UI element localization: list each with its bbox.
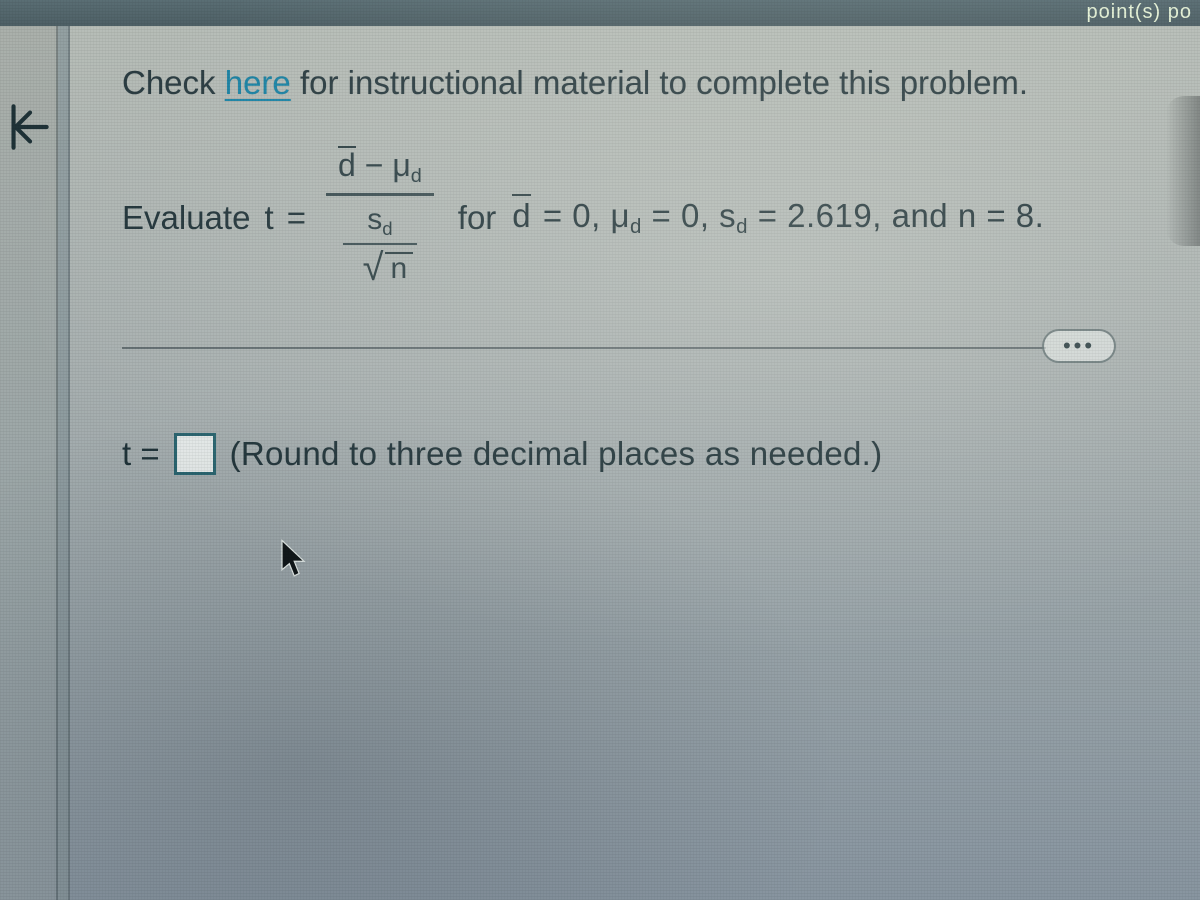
instruction-suffix: for instructional material to complete t… bbox=[291, 64, 1028, 101]
points-banner: point(s) po bbox=[0, 0, 1200, 26]
separator-row: ••• bbox=[122, 347, 1156, 349]
for-label: for bbox=[458, 199, 497, 237]
fraction-numerator: d − μd bbox=[326, 147, 434, 189]
separator-line bbox=[122, 347, 1046, 349]
ellipsis-icon: ••• bbox=[1063, 333, 1095, 359]
sqrt-icon: √ bbox=[363, 249, 384, 287]
n-value: 8 bbox=[1016, 197, 1035, 234]
big-fraction: d − μd sd √ n bbox=[326, 147, 434, 288]
given-values: d = 0, μd = 0, sd = 2.619, and n = 8. bbox=[512, 197, 1044, 239]
d-bar-inline: d bbox=[512, 197, 531, 235]
more-options-button[interactable]: ••• bbox=[1042, 329, 1116, 363]
mud-value: 0 bbox=[681, 197, 700, 234]
d-bar-inline-letter: d bbox=[512, 197, 531, 234]
dbar-value: 0 bbox=[572, 197, 591, 234]
inner-fraction: sd √ n bbox=[343, 205, 418, 287]
instruction-here-link[interactable]: here bbox=[225, 64, 291, 101]
d-bar-symbol: d bbox=[338, 149, 356, 181]
instruction-prefix: Check bbox=[122, 64, 225, 101]
evaluate-label: Evaluate bbox=[122, 199, 250, 237]
s-letter: s bbox=[367, 203, 382, 236]
mu-subscript: d bbox=[411, 165, 422, 187]
problem-panel: Check here for instructional material to… bbox=[70, 26, 1200, 900]
sqrt-n-letter: n bbox=[385, 252, 414, 284]
sd-value: 2.619 bbox=[787, 197, 872, 234]
s-d-symbol: sd bbox=[361, 205, 398, 239]
collapse-back-button[interactable] bbox=[0, 92, 68, 162]
answer-t-equals: t = bbox=[122, 435, 160, 473]
points-banner-text: point(s) po bbox=[1087, 1, 1193, 23]
formula-row: Evaluate t = d − μd sd bbox=[122, 147, 1156, 288]
s-subscript: d bbox=[382, 218, 392, 239]
rounding-hint: (Round to three decimal places as needed… bbox=[230, 435, 883, 473]
minus-sign: − bbox=[365, 147, 384, 183]
back-arrow-icon bbox=[0, 98, 59, 156]
fraction-denominator: sd √ n bbox=[331, 200, 430, 289]
d-bar-letter: d bbox=[338, 147, 356, 183]
t-equals-symbol: t = bbox=[264, 199, 308, 237]
answer-input[interactable] bbox=[174, 433, 216, 475]
answer-row: t = (Round to three decimal places as ne… bbox=[122, 433, 1156, 475]
sqrt-n: √ n bbox=[343, 249, 418, 287]
mu-symbol: μ bbox=[392, 147, 410, 183]
instruction-line: Check here for instructional material to… bbox=[122, 62, 1156, 103]
